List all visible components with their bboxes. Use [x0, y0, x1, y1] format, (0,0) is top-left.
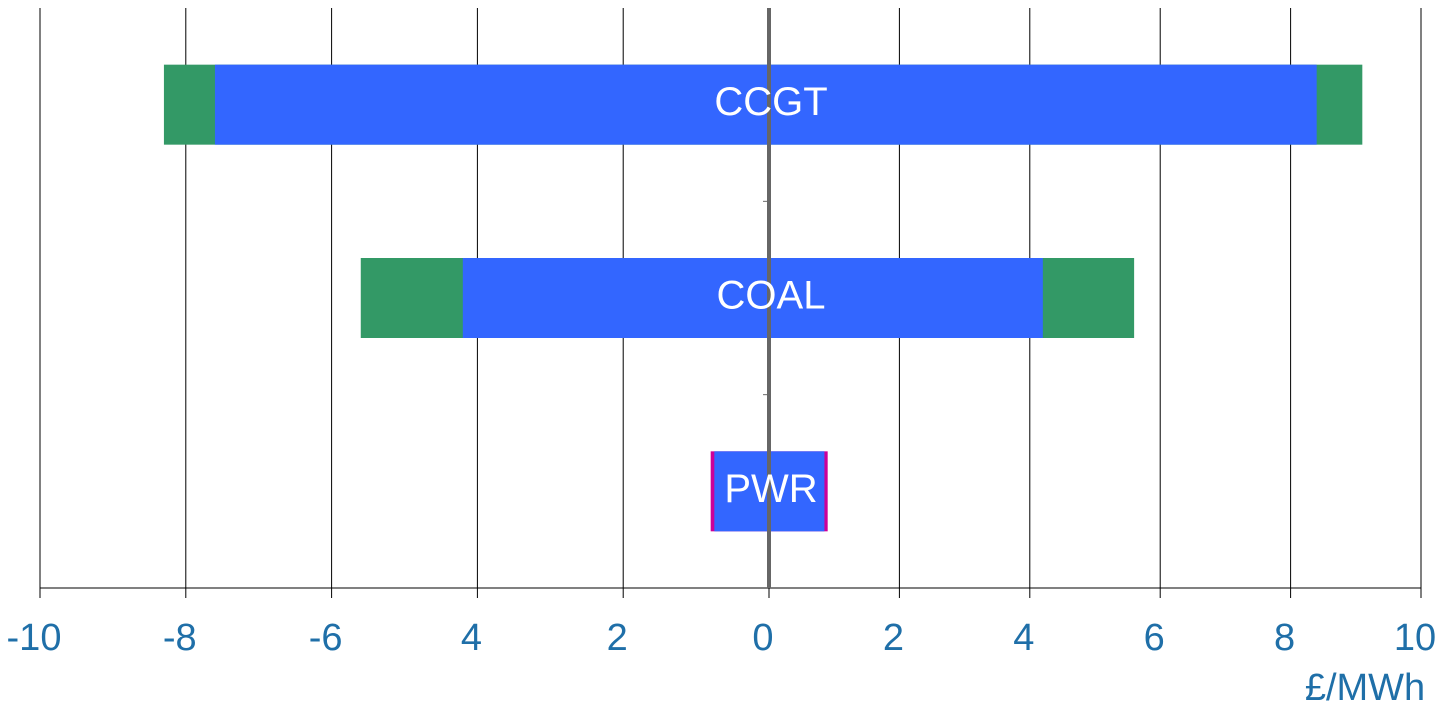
x-tick-label: 4: [1013, 617, 1034, 659]
x-tick-label: 2: [607, 617, 628, 659]
range-bar: [214, 64, 1317, 145]
x-tick-label: 2: [883, 617, 904, 659]
x-tick-label: 6: [1144, 617, 1165, 659]
x-tick-label: 10: [1394, 617, 1436, 659]
category-label: CCGT: [714, 80, 827, 124]
range-bar: [462, 258, 1043, 338]
x-tick-label: 4: [461, 617, 482, 659]
x-tick-label: -6: [309, 617, 343, 659]
x-axis-label: £/MWh: [1305, 667, 1425, 708]
x-tick-label: -8: [163, 617, 197, 659]
x-tick-label: -10: [7, 617, 62, 659]
x-tick-label: 0: [752, 617, 773, 659]
category-label: COAL: [717, 274, 826, 318]
category-label: PWR: [724, 467, 817, 511]
x-tick-label: 8: [1274, 617, 1295, 659]
